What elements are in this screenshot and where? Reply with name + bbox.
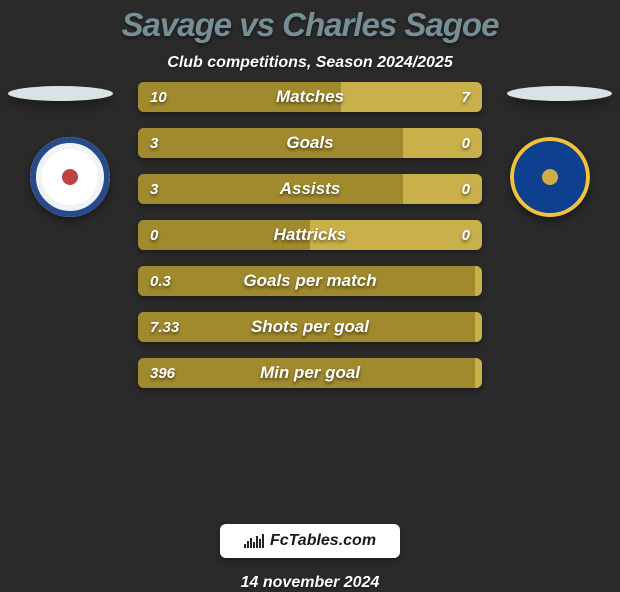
- club-crest-right: SHREWSBURY TOWN: [510, 137, 590, 217]
- subtitle: Club competitions, Season 2024/2025: [0, 54, 620, 72]
- player-right-shadow: [507, 86, 612, 101]
- comparison-stage: READING FOOTBALL CLUB SHREWSBURY TOWN Ma…: [0, 72, 620, 512]
- stat-value-right: 0: [450, 174, 482, 204]
- stat-row: Goals3 0: [138, 128, 482, 158]
- bar-chart-icon: [244, 534, 264, 548]
- stat-row: Goals per match0.3: [138, 266, 482, 296]
- stat-label: Matches: [138, 82, 482, 112]
- stat-value-right: 0: [450, 128, 482, 158]
- stat-bars: Matches107Goals30Assists30Hattricks00Goa…: [138, 82, 482, 404]
- stat-label: Hattricks: [138, 220, 482, 250]
- stat-value-left: 7.33: [138, 312, 191, 342]
- club-crest-left: READING FOOTBALL CLUB: [30, 137, 110, 217]
- page-title: Savage vs Charles Sagoe: [0, 6, 620, 44]
- stat-label: Goals: [138, 128, 482, 158]
- stat-label: Assists: [138, 174, 482, 204]
- brand-badge: FcTables.com: [220, 524, 400, 558]
- stat-label: Goals per match: [138, 266, 482, 296]
- stat-value-left: 396: [138, 358, 187, 388]
- date-label: 14 november 2024: [0, 574, 620, 592]
- brand-text: FcTables.com: [270, 532, 376, 550]
- stat-value-right: 0: [450, 220, 482, 250]
- player-left-shadow: [8, 86, 113, 101]
- stat-row: Hattricks0 0: [138, 220, 482, 250]
- stat-label: Min per goal: [138, 358, 482, 388]
- stat-value-left: 0: [138, 220, 170, 250]
- stat-row: Assists3 0: [138, 174, 482, 204]
- stat-row: Min per goal396: [138, 358, 482, 388]
- stat-row: Matches10 7: [138, 82, 482, 112]
- stat-value-left: 0.3: [138, 266, 183, 296]
- stat-value-left: 3: [138, 174, 170, 204]
- stat-value-left: 3: [138, 128, 170, 158]
- stat-value-right: 7: [450, 82, 482, 112]
- stat-value-left: 10: [138, 82, 179, 112]
- stat-row: Shots per goal7.33: [138, 312, 482, 342]
